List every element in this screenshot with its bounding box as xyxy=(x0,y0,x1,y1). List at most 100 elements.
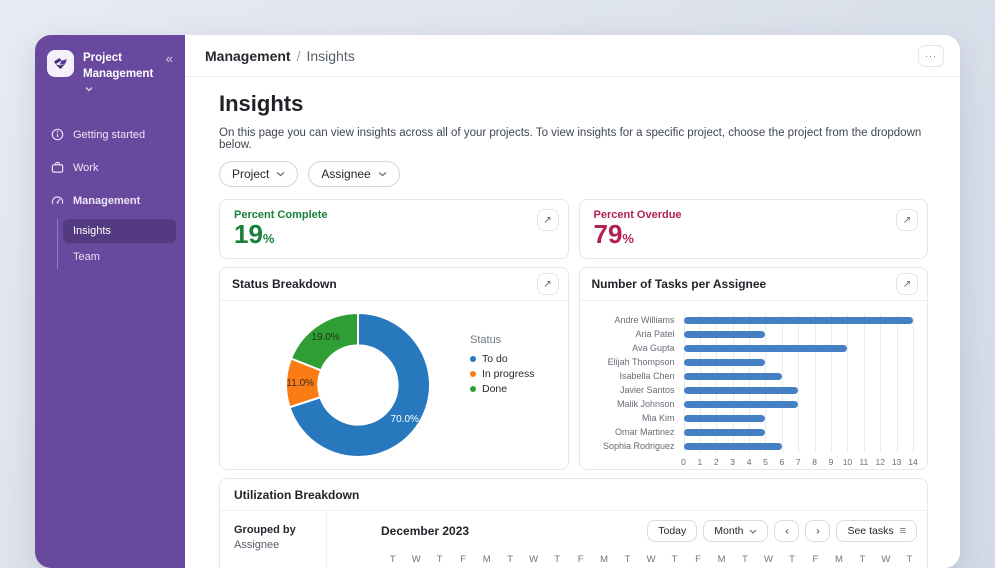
expand-button[interactable]: ↗ xyxy=(536,273,559,295)
menu-icon: ≡ xyxy=(899,525,906,537)
bar-category-label: Andre Williams xyxy=(614,315,675,325)
page-description: On this page you can view insights acros… xyxy=(219,127,922,151)
sidebar-item-team[interactable]: Team xyxy=(73,250,100,263)
gridline xyxy=(798,313,800,453)
app-logo-icon xyxy=(47,50,74,77)
calendar-day-column: T2 xyxy=(859,554,866,565)
calendar-day-column: F22 xyxy=(695,554,701,565)
panel-title: Status Breakdown xyxy=(232,277,337,291)
chevron-left-icon: ‹ xyxy=(785,525,789,537)
expand-button[interactable]: ↗ xyxy=(536,209,559,231)
bar-category-label: Malik Johnson xyxy=(616,399,675,409)
sidebar-item-label: Management xyxy=(73,194,141,207)
expand-button[interactable]: ↗ xyxy=(896,273,918,295)
info-icon xyxy=(50,128,64,142)
workspace-switcher[interactable]: Project Management « xyxy=(44,48,176,100)
page-title: Insights xyxy=(219,91,304,116)
pie-slice-label: 19.0% xyxy=(311,332,339,343)
next-month-button[interactable]: › xyxy=(805,520,831,542)
legend-color-dot xyxy=(470,371,476,377)
gridline xyxy=(913,313,914,453)
sidebar-collapse-icon[interactable]: « xyxy=(165,51,173,66)
metric-unit: % xyxy=(622,231,634,246)
briefcase-icon xyxy=(50,161,64,175)
bar-category-label: Isabella Chen xyxy=(619,371,675,381)
pie-slice-label: 11.0% xyxy=(286,378,314,389)
metric-value: 19 xyxy=(234,219,263,249)
legend-title: Status xyxy=(470,334,502,346)
calendar-day-column: T21 xyxy=(671,554,678,565)
gridline xyxy=(896,313,898,453)
gridline xyxy=(880,313,882,453)
bar xyxy=(683,344,848,352)
calendar-day-column: M11 xyxy=(482,554,491,565)
x-axis-tick: 12 xyxy=(875,457,885,467)
arrow-up-right-icon: ↗ xyxy=(543,278,552,290)
x-axis-tick: 14 xyxy=(908,457,918,467)
legend-item[interactable]: To do xyxy=(470,353,535,365)
panel-title: Number of Tasks per Assignee xyxy=(591,277,767,291)
topbar: Management / Insights ··· xyxy=(185,35,960,77)
assignee-filter-dropdown[interactable]: Assignee xyxy=(308,161,400,187)
sidebar-item-work[interactable]: Work xyxy=(44,155,176,181)
calendar-area: December 2023 Today Month ‹ › S xyxy=(327,511,927,568)
x-axis-tick: 4 xyxy=(746,457,752,467)
x-axis-tick: 13 xyxy=(891,457,902,467)
grouped-by-value: Assignee xyxy=(234,539,280,551)
sidebar-item-getting-started[interactable]: Getting started xyxy=(44,122,176,148)
arrow-up-right-icon: ↗ xyxy=(543,214,552,226)
view-mode-dropdown[interactable]: Month xyxy=(703,520,769,542)
pie-slice-to-do xyxy=(288,311,431,458)
grouping-column: Grouped by Assignee xyxy=(220,511,327,568)
utilization-body: Grouped by Assignee December 2023 Today … xyxy=(220,511,927,568)
calendar-day-column: T28 xyxy=(789,554,795,565)
bar xyxy=(683,414,766,422)
bar xyxy=(683,358,766,366)
bar-category-label: Mia Kim xyxy=(641,413,675,423)
percent-complete-card: Percent Complete 19% ↗ xyxy=(219,199,569,259)
expand-button[interactable]: ↗ xyxy=(896,209,918,231)
bar xyxy=(683,316,913,324)
calendar-toolbar: December 2023 Today Month ‹ › S xyxy=(381,520,921,542)
percent-overdue-card: Percent Overdue 79% ↗ xyxy=(578,199,928,259)
legend-item[interactable]: In progress xyxy=(470,368,535,380)
grouped-by-label: Grouped by xyxy=(234,524,296,536)
calendar-month-title: December 2023 xyxy=(381,524,470,538)
calendar-day-headers: T5 W6 T7 F8 M11 T12 W13 T14 F15 M18 T19 W20 T21 F22 M2… xyxy=(381,554,921,568)
x-axis-tick: 1 xyxy=(697,457,703,467)
bar-category-label: Sophia Rodriguez xyxy=(602,441,675,451)
see-tasks-button[interactable]: See tasks ≡ xyxy=(836,520,917,542)
calendar-day-column: W13 xyxy=(529,554,539,565)
calendar-day-column: T12 xyxy=(507,554,514,565)
project-filter-dropdown[interactable]: Project xyxy=(219,161,299,187)
sidebar-item-management[interactable]: Management xyxy=(44,188,176,214)
arrow-up-right-icon: ↗ xyxy=(902,278,912,290)
calendar-day-column: T14 xyxy=(554,554,561,565)
bar xyxy=(683,442,782,450)
bar-category-label: Javier Santos xyxy=(619,385,675,395)
today-button[interactable]: Today xyxy=(647,520,698,542)
sidebar-item-insights[interactable]: Insights xyxy=(63,218,176,243)
breadcrumb-section[interactable]: Management xyxy=(205,47,291,64)
bar xyxy=(683,330,766,338)
metric-title: Percent Complete xyxy=(234,209,328,221)
calendar-day-column: M18 xyxy=(600,554,609,565)
pie-slice-done xyxy=(289,311,359,372)
charts-row: Status Breakdown ↗ 70.0% 11.0% 19.0% Statu… xyxy=(219,267,928,470)
management-subtree: Insights Team xyxy=(57,218,176,269)
prev-month-button[interactable]: ‹ xyxy=(774,520,800,542)
legend-item[interactable]: Done xyxy=(470,383,535,395)
app-window: Project Management « Getting started Wor… xyxy=(35,35,960,568)
more-options-button[interactable]: ··· xyxy=(918,44,944,67)
panel-header: Status Breakdown ↗ xyxy=(220,268,568,301)
x-axis-tick: 5 xyxy=(763,457,768,467)
bar-chart: Andre Williams Aria Patel Ava Gupta Elijah … xyxy=(580,301,928,469)
metric-value: 79 xyxy=(593,219,623,249)
x-axis-tick: 10 xyxy=(842,457,853,467)
gauge-icon xyxy=(50,194,64,208)
calendar-day-column: T19 xyxy=(624,554,631,565)
sidebar-item-label: Work xyxy=(73,161,99,174)
chevron-down-icon xyxy=(276,172,285,177)
metric-cards-row: Percent Complete 19% ↗ Percent Overdue 7… xyxy=(219,199,928,259)
legend-color-dot xyxy=(470,356,476,362)
